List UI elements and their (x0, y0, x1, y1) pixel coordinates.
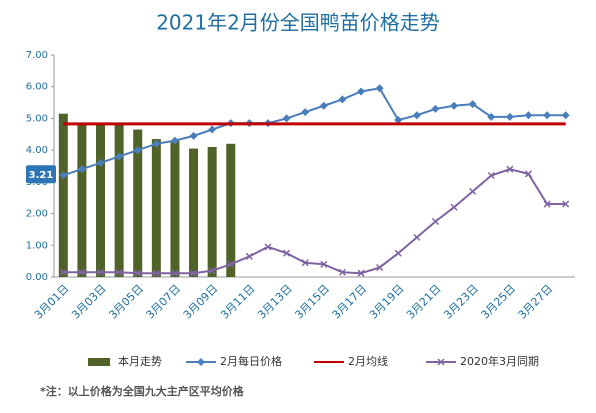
marker (78, 268, 86, 276)
bar (114, 124, 124, 278)
marker (152, 269, 160, 277)
chart-title: 2021年2月份全国鸭苗价格走势 (156, 11, 440, 35)
legend-label: 2月均线 (348, 354, 388, 368)
x-tick-label: 3月25日 (479, 282, 519, 322)
marker (338, 95, 347, 104)
marker (450, 101, 459, 110)
legend-marker (197, 358, 205, 366)
x-tick-label: 3月05日 (106, 282, 146, 322)
bar (189, 148, 199, 277)
x-tick-label: 3月27日 (516, 282, 556, 322)
marker (170, 136, 179, 145)
marker (227, 260, 235, 268)
y-tick-label: 6.00 (26, 82, 48, 93)
marker (468, 100, 477, 109)
marker (190, 269, 198, 277)
line (63, 168, 566, 275)
marker (264, 243, 272, 251)
x-tick-label: 3月19日 (367, 282, 407, 322)
marker (469, 187, 477, 195)
marker (394, 116, 403, 125)
legend-label: 本月走势 (118, 354, 162, 368)
x-tick-label: 3月09日 (181, 282, 221, 322)
marker (301, 108, 310, 117)
marker (59, 268, 67, 276)
marker (431, 104, 440, 113)
marker (59, 171, 68, 180)
y-tick-label: 7.00 (26, 50, 48, 61)
x-tick-label: 3月11日 (218, 282, 258, 322)
x-tick-label: 3月23日 (441, 282, 481, 322)
marker (561, 111, 570, 120)
marker (189, 131, 198, 140)
data-label-box (26, 165, 56, 184)
marker (320, 260, 328, 268)
bar (151, 139, 161, 277)
legend-label: 2月每日价格 (220, 354, 282, 368)
marker (301, 259, 309, 267)
x-tick-label: 3月01日 (32, 282, 72, 322)
x-tick-label: 3月07日 (144, 282, 184, 322)
marker (283, 249, 291, 257)
marker (543, 111, 552, 120)
marker (506, 165, 514, 173)
marker (505, 112, 514, 121)
marker (319, 101, 328, 110)
marker (357, 87, 366, 96)
marker (524, 170, 533, 178)
marker (431, 217, 439, 226)
marker (375, 84, 384, 93)
marker (134, 269, 142, 277)
x-tick-label: 3月03日 (69, 282, 109, 322)
marker (133, 146, 142, 155)
legend-swatch (88, 358, 110, 366)
marker (394, 249, 402, 257)
x-tick-label: 3月21日 (404, 282, 444, 322)
bar (226, 143, 236, 277)
marker (412, 111, 421, 120)
marker (208, 267, 216, 275)
marker (413, 233, 421, 241)
x-tick-label: 3月15日 (292, 282, 332, 322)
marker (171, 269, 179, 277)
marker (376, 263, 384, 272)
footnote: *注：以上价格为全国九大主产区平均价格 (40, 384, 245, 398)
marker (450, 203, 458, 211)
marker (77, 165, 86, 174)
line (62, 87, 566, 177)
bar (96, 124, 106, 278)
marker (96, 158, 105, 167)
marker (338, 268, 346, 276)
x-tick-label: 3月17日 (330, 282, 370, 322)
bar (77, 124, 87, 278)
bar (58, 113, 68, 278)
marker (357, 269, 365, 277)
marker (487, 112, 496, 121)
bar (133, 129, 143, 277)
marker (562, 200, 570, 208)
marker (208, 125, 217, 134)
marker (115, 152, 124, 161)
marker (96, 268, 105, 276)
marker (524, 111, 533, 120)
marker (487, 171, 495, 180)
legend-marker (437, 358, 445, 366)
legend-label: 2020年3月同期 (460, 354, 539, 368)
data-label: 3.21 (29, 170, 54, 181)
bar (170, 140, 180, 277)
y-tick-label: 1.00 (26, 240, 48, 251)
marker (115, 268, 123, 276)
marker (543, 200, 551, 208)
marker (245, 252, 253, 260)
marker (152, 139, 161, 148)
y-tick-label: 0.00 (26, 272, 48, 283)
y-tick-label: 5.00 (26, 113, 48, 124)
y-tick-label: 2.00 (26, 209, 48, 220)
bar (207, 146, 217, 277)
y-tick-label: 4.00 (26, 145, 48, 156)
x-tick-label: 3月13日 (255, 282, 295, 322)
marker (282, 114, 291, 123)
